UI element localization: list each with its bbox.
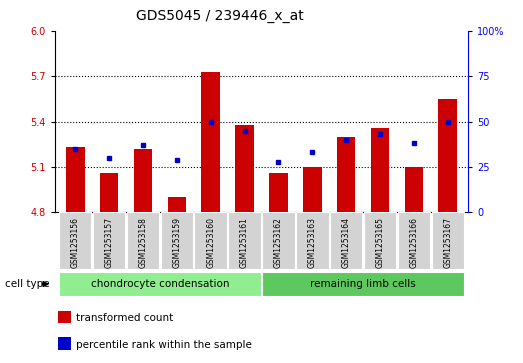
Bar [438, 99, 457, 212]
Text: GSM1253158: GSM1253158 [139, 217, 147, 268]
Text: GSM1253162: GSM1253162 [274, 217, 283, 268]
Text: chondrocyte condensation: chondrocyte condensation [90, 278, 229, 289]
Bar [431, 212, 464, 269]
Bar [269, 173, 288, 212]
Text: percentile rank within the sample: percentile rank within the sample [76, 340, 253, 350]
Bar [58, 337, 71, 350]
Bar [262, 212, 294, 269]
Text: cell type: cell type [5, 279, 50, 289]
Bar [59, 212, 92, 269]
Bar [303, 167, 322, 212]
Bar [371, 128, 389, 212]
Text: transformed count: transformed count [76, 313, 174, 323]
Text: GSM1253166: GSM1253166 [410, 217, 418, 268]
Bar [330, 212, 362, 269]
Bar [397, 212, 430, 269]
Bar [134, 149, 152, 212]
Bar [167, 197, 186, 212]
Text: GSM1253165: GSM1253165 [376, 217, 384, 268]
Text: GSM1253159: GSM1253159 [173, 217, 181, 268]
Bar [195, 212, 227, 269]
Text: GSM1253163: GSM1253163 [308, 217, 317, 268]
Bar [337, 137, 356, 212]
Text: GSM1253164: GSM1253164 [342, 217, 350, 268]
Bar [161, 212, 193, 269]
Text: remaining limb cells: remaining limb cells [310, 278, 416, 289]
Bar [364, 212, 396, 269]
Bar [66, 147, 85, 212]
Text: GSM1253167: GSM1253167 [444, 217, 452, 268]
Text: GSM1253157: GSM1253157 [105, 217, 113, 268]
Bar [93, 212, 126, 269]
Bar [235, 125, 254, 212]
Bar [405, 167, 423, 212]
Text: GSM1253161: GSM1253161 [240, 217, 249, 268]
Bar [201, 72, 220, 212]
Bar [58, 311, 71, 323]
Bar [100, 173, 118, 212]
Bar [127, 212, 159, 269]
Bar [262, 272, 464, 296]
Bar [59, 272, 261, 296]
Text: GDS5045 / 239446_x_at: GDS5045 / 239446_x_at [136, 9, 303, 23]
Bar [296, 212, 328, 269]
Bar [229, 212, 261, 269]
Text: GSM1253156: GSM1253156 [71, 217, 79, 268]
Text: GSM1253160: GSM1253160 [206, 217, 215, 268]
